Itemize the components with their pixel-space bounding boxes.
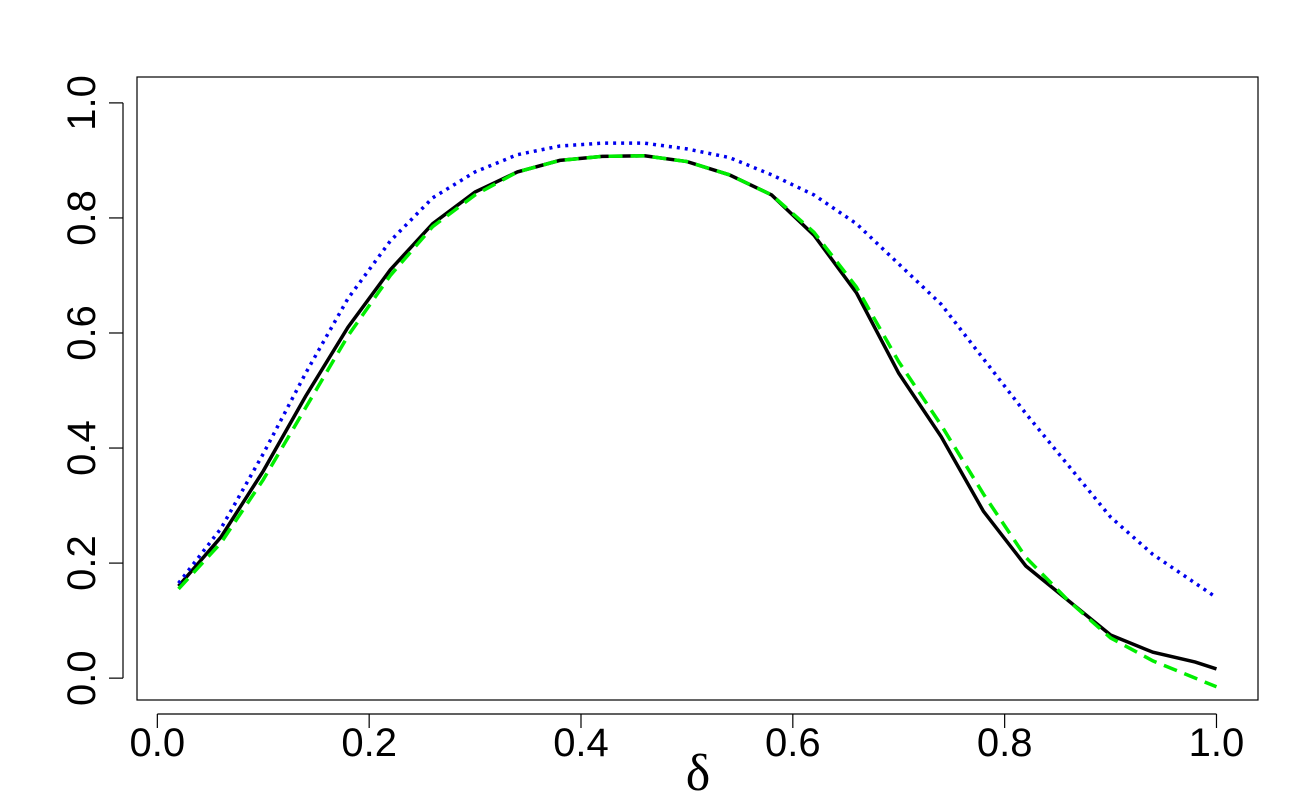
x-tick-label: 0.0 <box>130 721 186 765</box>
series-line <box>177 154 1218 689</box>
y-tick-label: 1.0 <box>60 75 104 131</box>
x-tick-label: 0.6 <box>765 721 821 765</box>
x-tick-label: 0.8 <box>977 721 1033 765</box>
x-axis-label: δ <box>686 745 711 800</box>
plot-frame <box>136 76 1259 701</box>
y-tick-label: 0.6 <box>60 305 104 361</box>
series-line <box>177 141 1218 600</box>
y-tick-label: 0.4 <box>60 420 104 476</box>
x-tick-label: 0.4 <box>553 721 609 765</box>
y-tick-label: 0.0 <box>60 650 104 706</box>
x-tick-label: 1.0 <box>1189 721 1245 765</box>
y-tick-label: 0.8 <box>60 190 104 246</box>
y-tick-label: 0.2 <box>60 535 104 591</box>
x-tick-label: 0.2 <box>341 721 397 765</box>
